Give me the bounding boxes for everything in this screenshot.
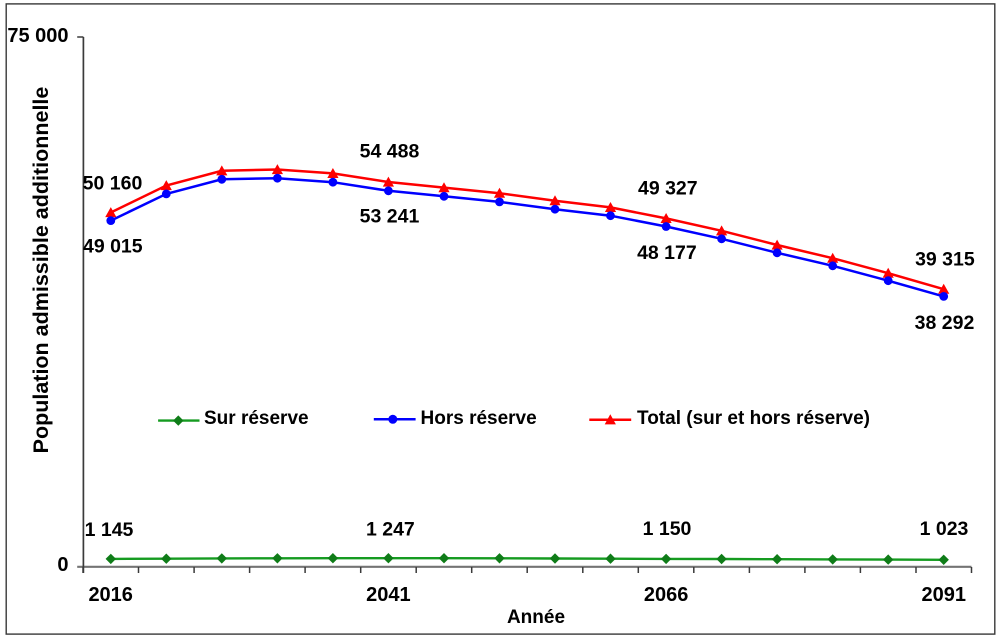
- svg-text:Total (sur et hors réserve): Total (sur et hors réserve): [637, 408, 870, 429]
- svg-text:0: 0: [57, 554, 68, 576]
- svg-text:2091: 2091: [922, 584, 967, 606]
- svg-text:49 327: 49 327: [638, 177, 698, 199]
- svg-text:53 241: 53 241: [360, 206, 420, 228]
- svg-text:50 160: 50 160: [83, 173, 143, 195]
- svg-text:1 150: 1 150: [643, 518, 692, 540]
- svg-text:Année: Année: [507, 607, 565, 628]
- svg-text:2016: 2016: [88, 584, 133, 606]
- svg-text:1 247: 1 247: [366, 519, 415, 541]
- svg-text:38 292: 38 292: [915, 312, 975, 334]
- svg-text:54 488: 54 488: [360, 140, 420, 162]
- svg-text:Population admissible addition: Population admissible additionnelle: [29, 87, 53, 454]
- svg-text:48 177: 48 177: [637, 242, 697, 264]
- svg-text:Hors réserve: Hors réserve: [421, 408, 537, 429]
- svg-text:75 000: 75 000: [7, 25, 68, 47]
- svg-text:Sur réserve: Sur réserve: [204, 408, 309, 429]
- svg-text:39 315: 39 315: [915, 248, 975, 270]
- svg-text:2041: 2041: [366, 584, 411, 606]
- svg-text:1 023: 1 023: [920, 518, 969, 540]
- svg-text:49 015: 49 015: [83, 236, 143, 258]
- svg-text:1 145: 1 145: [85, 519, 134, 541]
- svg-text:2066: 2066: [644, 584, 689, 606]
